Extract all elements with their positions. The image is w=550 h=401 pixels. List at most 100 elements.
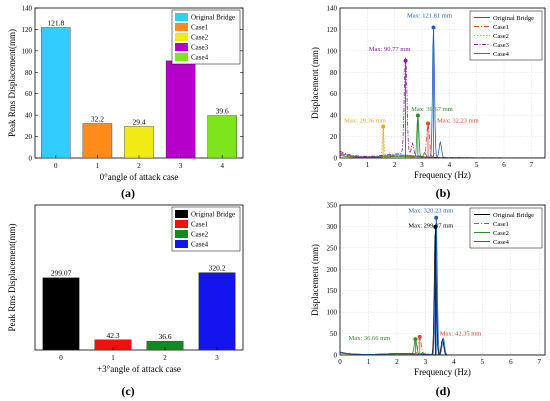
bar-0 bbox=[42, 277, 80, 351]
bar-value-label: 299.07 bbox=[51, 269, 72, 278]
bar-value-label: 42.3 bbox=[106, 331, 119, 340]
y-tick-label: 120 bbox=[22, 26, 33, 34]
y-tick-label: 40 bbox=[330, 112, 338, 120]
panel-label: (b) bbox=[436, 186, 451, 200]
peak-annotation: Max: 121.81 mm bbox=[407, 13, 452, 20]
y-tick-label: 150 bbox=[327, 287, 338, 295]
bar-value-label: 29.4 bbox=[132, 118, 145, 127]
y-tick-label: 300 bbox=[327, 223, 338, 231]
y-tick-label: 140 bbox=[22, 5, 33, 13]
x-tick-label: 0 bbox=[54, 162, 58, 170]
peak-marker bbox=[426, 121, 431, 126]
legend-swatch bbox=[175, 220, 188, 228]
legend: Original Bridge Case1 Case2 Case4 bbox=[469, 207, 543, 249]
x-tick-label: 2 bbox=[137, 162, 141, 170]
bar-3 bbox=[165, 60, 196, 159]
bar-0 bbox=[41, 27, 71, 159]
bar-chart-0: 020406080100120140121.8032.2129.4290.733… bbox=[7, 5, 244, 200]
legend-entry: Case4 bbox=[191, 241, 209, 249]
legend-entry: Case2 bbox=[493, 33, 509, 40]
peak-annotation: Max: 29.36 mm bbox=[344, 118, 386, 125]
peak-marker bbox=[415, 113, 420, 118]
legend-entry: Case4 bbox=[493, 239, 510, 246]
y-tick-label: 200 bbox=[327, 266, 338, 274]
legend-entry: Case1 bbox=[191, 221, 209, 229]
x-tick-label: 2 bbox=[393, 161, 397, 169]
peak-annotation: Max: 39.67 mm bbox=[411, 106, 453, 113]
y-tick-label: 0 bbox=[334, 155, 338, 163]
x-tick-label: 3 bbox=[424, 358, 428, 366]
x-tick-label: 5 bbox=[475, 161, 479, 169]
plot-frame bbox=[34, 204, 244, 351]
peak-marker bbox=[413, 337, 418, 342]
x-tick-label: 2 bbox=[163, 354, 167, 362]
legend-swatch bbox=[175, 240, 188, 248]
legend-entry: Case3 bbox=[191, 44, 209, 52]
x-tick-label: 3 bbox=[215, 354, 219, 362]
panel-label: (a) bbox=[121, 186, 135, 200]
x-tick-label: 5 bbox=[481, 358, 485, 366]
plot-frame bbox=[339, 204, 546, 356]
legend: Original Bridge Case1 Case2 Case3 Case4 bbox=[469, 10, 543, 61]
legend-entry: Case3 bbox=[493, 42, 509, 49]
legend-swatch bbox=[175, 43, 188, 51]
legend-entry: Original Bridge bbox=[493, 15, 534, 22]
y-tick-label: 50 bbox=[330, 330, 338, 338]
y-tick-label: 0 bbox=[334, 352, 338, 360]
y-tick-label: 60 bbox=[25, 90, 33, 98]
x-tick-label: 3 bbox=[420, 161, 424, 169]
x-tick-label: 4 bbox=[220, 162, 224, 170]
bar-1 bbox=[82, 123, 113, 159]
series-case4 bbox=[340, 218, 545, 355]
bar-4 bbox=[207, 115, 237, 159]
legend-swatch bbox=[175, 53, 188, 61]
legend-entry: Original Bridge bbox=[191, 14, 235, 22]
legend-entry: Case1 bbox=[493, 24, 509, 31]
bar-value-label: 39.6 bbox=[216, 107, 229, 116]
y-tick-label: 100 bbox=[327, 47, 338, 55]
legend-entry: Case2 bbox=[191, 231, 209, 239]
bar-value-label: 320.2 bbox=[209, 264, 226, 273]
y-tick-label: 40 bbox=[25, 112, 33, 120]
line-chart-3: 0 1 2 3 4 5 6 7 0 50 100 150 200 250 300 350 Max: 320.23… bbox=[310, 202, 546, 398]
peak-marker bbox=[431, 25, 436, 30]
legend-entry: Case1 bbox=[191, 24, 209, 32]
x-tick-label: 0 bbox=[59, 354, 63, 362]
panel-label: (c) bbox=[121, 384, 134, 398]
legend-swatch bbox=[175, 13, 188, 21]
y-tick-label: 100 bbox=[327, 309, 338, 317]
legend: Original Bridge Case1 Case2 Case4 bbox=[171, 206, 241, 252]
legend-entry: Case1 bbox=[493, 221, 509, 228]
x-tick-label: 4 bbox=[452, 358, 456, 366]
legend-entry: Original Bridge bbox=[191, 211, 235, 219]
bar-2 bbox=[124, 126, 154, 159]
peak-marker bbox=[434, 215, 439, 220]
x-tick-label: 1 bbox=[96, 162, 100, 170]
legend-box bbox=[469, 10, 543, 61]
y-tick-label: 80 bbox=[330, 69, 338, 77]
x-tick-label: 3 bbox=[179, 162, 183, 170]
panel-label: (d) bbox=[436, 384, 451, 398]
legend-swatch bbox=[175, 23, 188, 31]
peak-annotation: Max: 320.23 mm bbox=[408, 208, 453, 215]
y-tick-label: 80 bbox=[25, 69, 33, 77]
x-axis-label: 0°angle of attack case bbox=[100, 172, 179, 182]
peak-annotation: Max: 299.07 mm bbox=[408, 222, 453, 229]
legend-entry: Case2 bbox=[493, 230, 509, 237]
legend: Original Bridge Case1 Case2 Case3 Case4 bbox=[171, 9, 241, 65]
peak-annotation: Max: 32.23 mm bbox=[437, 118, 479, 125]
legend-swatch bbox=[175, 230, 188, 238]
peak-marker bbox=[403, 58, 408, 63]
bar-chart-2: 299.07 0 42.3 1 36.6 2 320.2 3 Original Bridge Ca… bbox=[7, 204, 244, 398]
x-tick-label: 6 bbox=[502, 161, 506, 169]
peak-marker bbox=[417, 334, 422, 339]
legend-entry: Case4 bbox=[191, 54, 209, 62]
line-chart-1: 0 1 2 3 4 5 6 7 0 20 40 60 80 100 120 140 Max: 121.81 mm… bbox=[310, 5, 546, 200]
peak-marker bbox=[433, 224, 438, 229]
y-tick-label: 20 bbox=[25, 133, 33, 141]
x-tick-label: 2 bbox=[395, 358, 399, 366]
x-tick-label: 1 bbox=[367, 358, 371, 366]
x-tick-label: 7 bbox=[530, 161, 534, 169]
y-tick-label: 100 bbox=[22, 47, 33, 55]
